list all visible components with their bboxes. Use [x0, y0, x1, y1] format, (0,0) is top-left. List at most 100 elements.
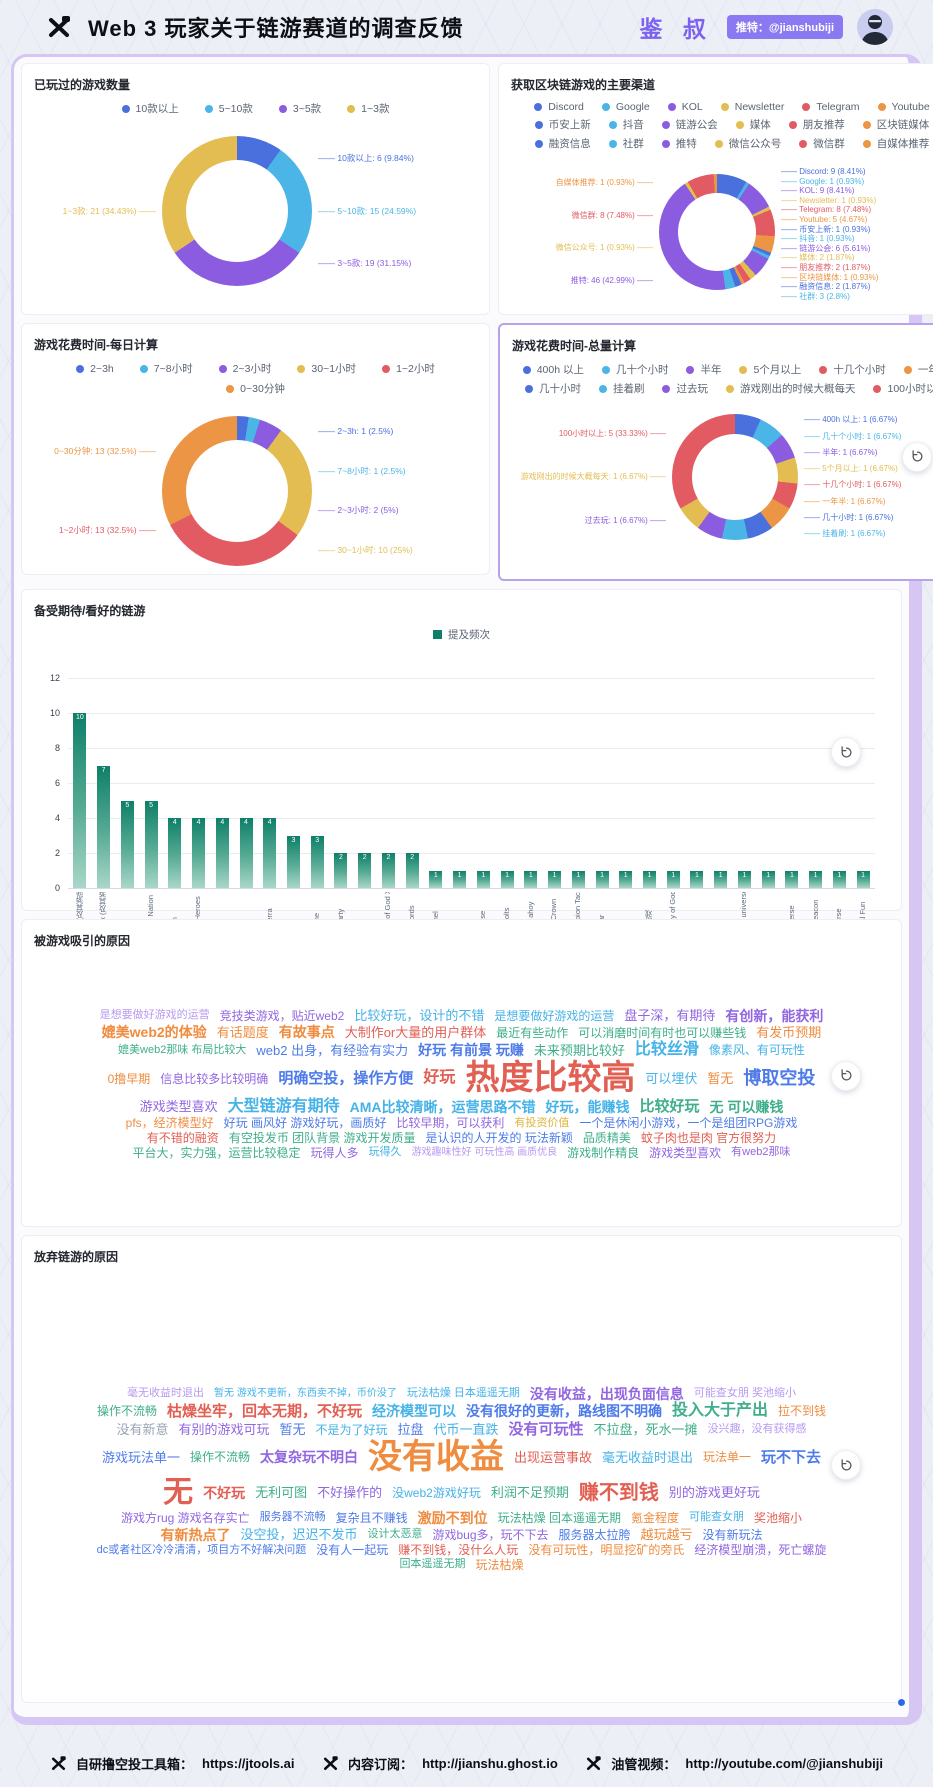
legend-item[interactable]: 自媒体推荐: [862, 136, 929, 151]
legend-item[interactable]: 链游公会: [661, 117, 718, 132]
legend-item[interactable]: 微信群: [799, 136, 845, 151]
bar-value-label: 10: [75, 714, 84, 721]
legend-item[interactable]: 400h 以上: [522, 362, 584, 377]
legend-dot: [534, 139, 543, 148]
gridline: [68, 748, 875, 749]
legend-item[interactable]: Google: [601, 101, 650, 113]
legend-item[interactable]: 0~30分钟: [226, 381, 285, 396]
cloud-word: 枯燥坐牢，回本无期，不好玩: [166, 1402, 362, 1420]
resize-handle-dot[interactable]: [897, 1698, 906, 1707]
cloud-word: 奖池缩小: [754, 1510, 803, 1525]
cloud-word: 经济模型崩溃，死亡螺旋: [694, 1543, 827, 1558]
legend-label: 半年: [700, 364, 722, 376]
footer-youtube-link[interactable]: 油管视频： http://youtube.com/@jianshubiji: [585, 1754, 883, 1773]
bar: 1: [500, 870, 514, 888]
legend-item[interactable]: 2~3小时: [218, 361, 272, 376]
legend-item[interactable]: Discord: [534, 101, 584, 113]
chart-restore-button[interactable]: [831, 1060, 861, 1091]
chart-restore-button[interactable]: [831, 1450, 861, 1481]
legend-item[interactable]: 推特: [661, 136, 697, 151]
legend-item[interactable]: 1~3款: [347, 101, 389, 116]
donut-label: 微信群: 8 (7.48%): [572, 211, 653, 221]
cloud-word: 服务器不流畅: [259, 1511, 326, 1524]
bar: 4: [168, 818, 182, 888]
donut-label: 媒体: 2 (1.87%): [781, 253, 933, 263]
legend-item[interactable]: Youtube: [877, 101, 930, 113]
y-axis-tick: 4: [54, 813, 60, 823]
cloud-word: 不拉盘，死水一摊: [593, 1422, 698, 1438]
legend-label: 0~30分钟: [240, 383, 285, 395]
legend-item[interactable]: 1~2小时: [382, 361, 435, 376]
donut-label: 100小时以上: 5 (33.33%): [559, 429, 666, 439]
legend-item[interactable]: 30~1小时: [297, 361, 356, 376]
legend-item[interactable]: Newsletter: [720, 101, 784, 113]
bar: 1: [832, 870, 846, 888]
donut-label: 区块链媒体: 1 (0.93%): [781, 273, 933, 283]
legend-item[interactable]: 游戏刚出的时候大概每天: [725, 381, 855, 396]
legend-item[interactable]: 过去玩: [662, 381, 708, 396]
legend-item[interactable]: 提及频次: [433, 627, 490, 642]
bar-value-label: 1: [718, 871, 723, 879]
legend-item[interactable]: 媒体: [735, 117, 771, 132]
legend-item[interactable]: 几十个小时: [601, 362, 668, 377]
cloud-word: 操作不流畅: [189, 1450, 250, 1465]
bar-slot: 4: [210, 678, 234, 888]
legend-item[interactable]: 5个月以上: [739, 362, 801, 377]
legend-item[interactable]: KOL: [667, 101, 703, 113]
donut-label: 几十个小时: 1 (6.67%): [804, 432, 933, 442]
cloud-word: 品质精美: [582, 1131, 631, 1146]
legend-item[interactable]: 100小时以上: [873, 381, 933, 396]
legend-item[interactable]: 朋友推荐: [788, 117, 845, 132]
bar: 3: [286, 835, 300, 888]
legend-dot: [661, 120, 670, 129]
bar: 5: [144, 800, 158, 888]
cloud-word: 最近有些动作: [496, 1025, 569, 1040]
chart-restore-button[interactable]: [902, 441, 932, 472]
bar-value-label: 2: [362, 854, 367, 861]
legend-item[interactable]: 一年半: [903, 362, 933, 377]
legend-item[interactable]: 半年: [686, 362, 721, 377]
bar: 10: [73, 713, 87, 888]
legend-label: 30~1小时: [311, 363, 357, 375]
charts-row-2: 游戏花费时间-每日计算 2~3h 7~8小时 2~3小时 30~1小时 1~2小时 0~3…: [21, 323, 933, 581]
legend-item[interactable]: 融资信息: [534, 136, 591, 151]
restore-icon: [912, 450, 922, 462]
donut-label: 400h 以上: 1 (6.67%): [804, 415, 933, 425]
legend-item[interactable]: Telegram: [802, 101, 860, 113]
donut-label: 3~5款: 19 (31.15%): [318, 258, 471, 269]
donut-label: 30~1小时: 10 (25%): [318, 545, 471, 556]
legend-item[interactable]: 2~3h: [76, 361, 114, 376]
cloud-word: 比较好玩，设计的不错: [354, 1008, 485, 1024]
donut-label: 2~3h: 1 (2.5%): [318, 426, 471, 437]
footer-url[interactable]: http://youtube.com/@jianshubiji: [685, 1755, 883, 1771]
legend-item[interactable]: 几十小时: [524, 381, 581, 396]
legend-item[interactable]: 抖音: [608, 117, 644, 132]
legend-label: 2~3小时: [232, 363, 272, 375]
legend-item[interactable]: 社群: [608, 136, 644, 151]
legend-item[interactable]: 7~8小时: [139, 361, 193, 376]
legend-item[interactable]: 挂着刷: [598, 381, 644, 396]
bar: 1: [714, 870, 728, 888]
cloud-word: 有话题度: [216, 1024, 269, 1040]
donut-chart: [659, 174, 775, 290]
footer-tools-link[interactable]: 自研撸空投工具箱： https://jtools.ai: [50, 1754, 294, 1773]
legend-item[interactable]: 区块链媒体: [862, 117, 929, 132]
legend-item[interactable]: 3~5款: [278, 101, 321, 116]
chart-restore-button[interactable]: [831, 737, 861, 768]
legend-item[interactable]: 十几个小时: [819, 362, 886, 377]
cloud-word: 太复杂玩不明白: [259, 1449, 358, 1466]
legend-item[interactable]: 微信公众号: [714, 136, 781, 151]
legend-item[interactable]: 币安上新: [534, 117, 591, 132]
footer-url[interactable]: http://jianshu.ghost.io: [422, 1755, 558, 1771]
legend-dot: [725, 384, 734, 393]
cloud-word: 有别的游戏可玩: [178, 1422, 270, 1438]
legend-item[interactable]: 5~10款: [204, 101, 253, 116]
legend-dot: [802, 103, 811, 111]
cloud-word: 无 可以赚钱: [709, 1098, 784, 1115]
donut-area: 1~3款: 21 (34.43%) 10款以上: 6 (9.84%) 5~10款:…: [34, 122, 477, 300]
footer-subscribe-link[interactable]: 内容订阅： http://jianshu.ghost.io: [322, 1754, 558, 1773]
twitter-badge[interactable]: 推特：@jianshubiji: [726, 15, 843, 39]
legend-item[interactable]: 10款以上: [121, 101, 179, 116]
bar-value-label: 1: [861, 871, 866, 879]
footer-url[interactable]: https://jtools.ai: [202, 1755, 295, 1771]
